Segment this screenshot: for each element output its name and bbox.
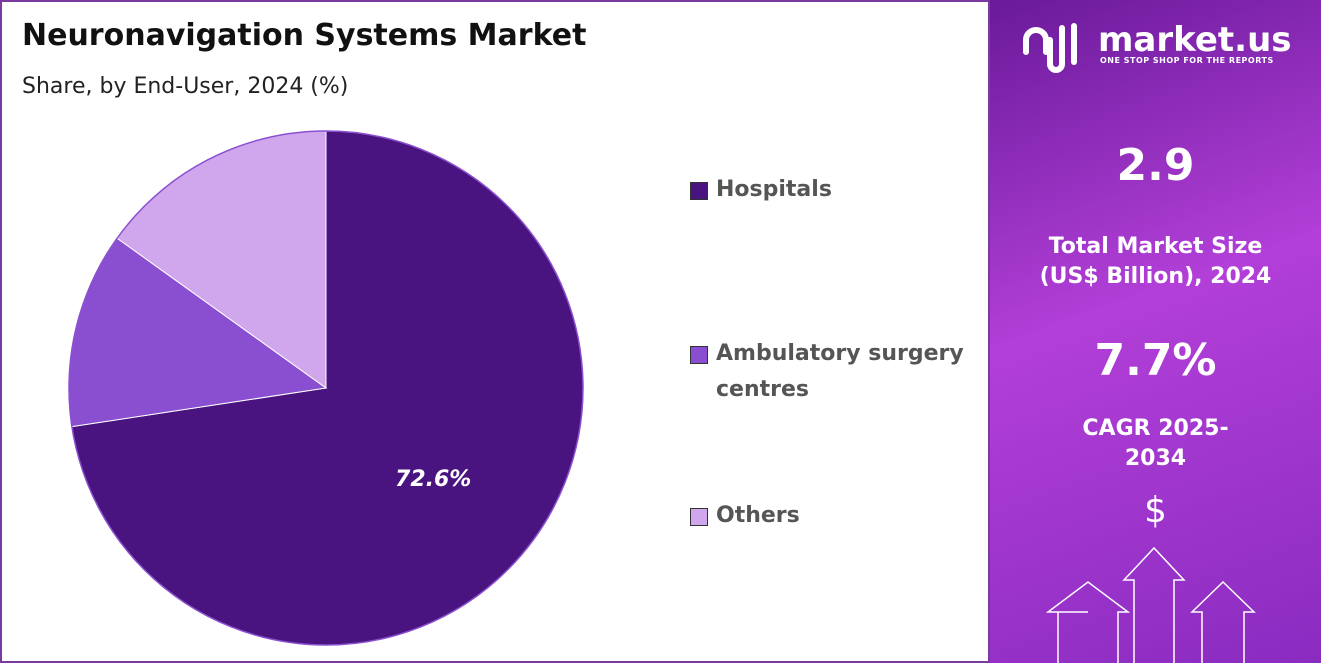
legend-label: Others xyxy=(716,503,800,528)
logo xyxy=(1023,23,1077,73)
pie-outline xyxy=(68,130,584,646)
legend-label: Hospitals xyxy=(716,177,832,202)
legend-swatch xyxy=(690,346,708,364)
arrows xyxy=(1045,546,1256,663)
cagr: 7.7% xyxy=(1094,335,1217,386)
data-label: 72.6% xyxy=(395,467,471,492)
legend-swatch xyxy=(690,182,708,200)
legend-label: Ambulatory surgery centres xyxy=(716,341,964,402)
tagline: ONE STOP SHOP FOR THE REPORTS xyxy=(1100,56,1274,65)
pie-chart: 72.6% xyxy=(68,130,584,646)
market-size-label: Total Market Size (US$ Billion), 2024 xyxy=(1039,234,1272,289)
icon: $ xyxy=(1144,490,1167,531)
brand: market.us xyxy=(1098,20,1292,60)
cagr-label: CAGR 2025-2034 xyxy=(1082,416,1229,471)
legend-item: Others xyxy=(690,498,980,534)
legend-item: Hospitals xyxy=(690,172,980,208)
chart-frame xyxy=(0,0,990,663)
chart-subtitle: Share, by End-User, 2024 (%) xyxy=(22,74,349,99)
legend-swatch xyxy=(690,508,708,526)
market-size: 2.9 xyxy=(1116,140,1195,191)
side-panel: market.us ONE STOP SHOP FOR THE REPORTS … xyxy=(990,0,1321,663)
chart-title: Neuronavigation Systems Market xyxy=(22,18,587,53)
panel-graphics xyxy=(1023,23,1256,663)
legend-item: Ambulatory surgery centres xyxy=(690,336,980,408)
